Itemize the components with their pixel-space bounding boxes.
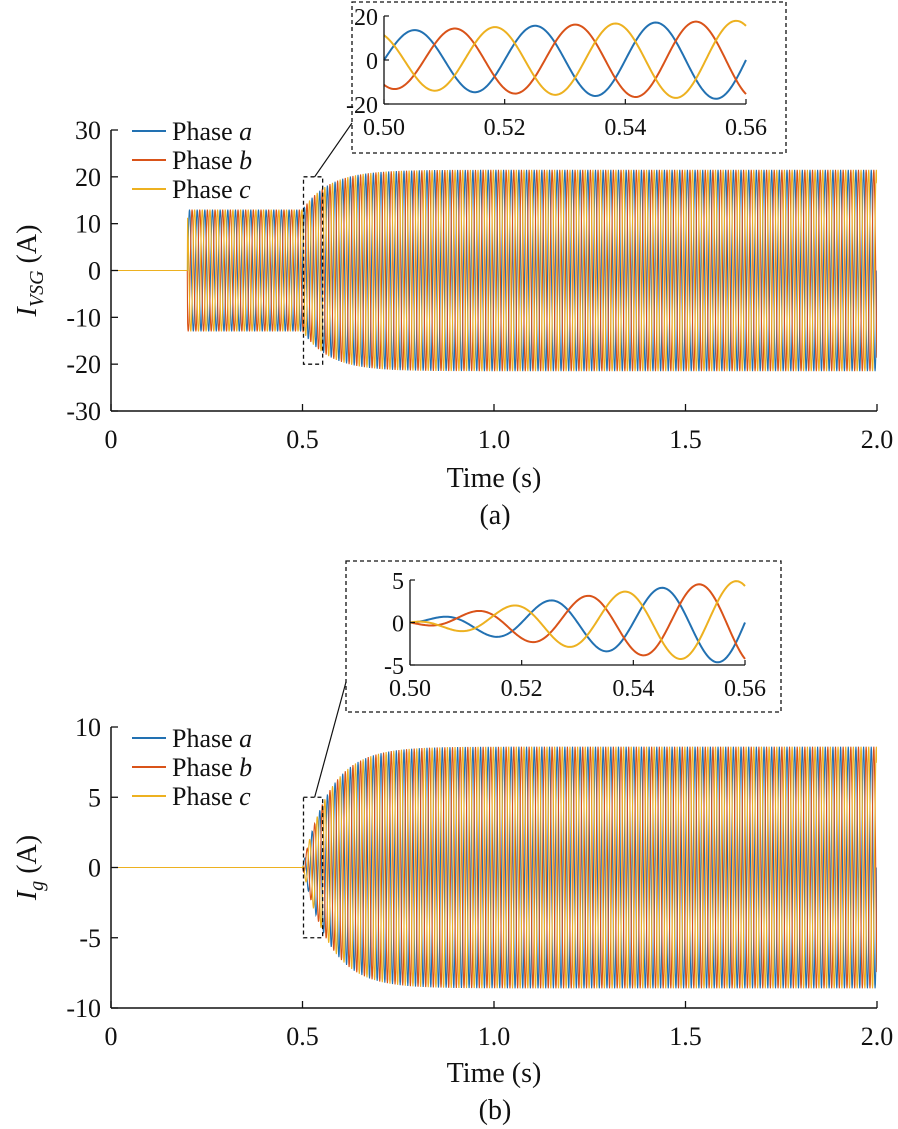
y-axis-label-symbol: I — [12, 889, 43, 901]
x-axis-label: Time (s) — [447, 463, 542, 494]
legend-label: Phase b — [172, 146, 252, 175]
x-tick-label: 0.5 — [286, 1022, 319, 1051]
series-line-phase-c — [111, 169, 877, 372]
legend-label: Phase c — [172, 782, 251, 811]
legend-label-prefix: Phase — [172, 724, 239, 753]
inset-series-line-phase-b — [409, 583, 746, 660]
legend-label-prefix: Phase — [172, 782, 239, 811]
inset-series-line-phase-c — [383, 19, 747, 99]
zoom-window-box — [302, 176, 324, 365]
inset-x-tick-label: 0.50 — [389, 676, 431, 702]
y-axis-label-unit: (A) — [12, 225, 43, 271]
inset-y-tick-label: 5 — [392, 569, 404, 595]
inset-y-tick-label: 0 — [366, 49, 378, 75]
x-tick-label: 1.5 — [669, 425, 702, 454]
inset-x-tick-label: 0.56 — [724, 676, 766, 702]
legend-label-var: a — [239, 724, 252, 753]
legend-label-var: b — [239, 146, 252, 175]
y-tick-label: -10 — [66, 994, 101, 1023]
legend-label: Phase a — [172, 117, 252, 146]
inset-x-tick-label: 0.54 — [612, 676, 654, 702]
inset-y-tick-label: 20 — [354, 5, 378, 31]
y-axis-label-symbol: I — [12, 305, 43, 317]
legend-label-var: a — [239, 117, 252, 146]
y-tick-label: -10 — [66, 303, 101, 332]
y-axis-label-subscript: VSG — [26, 270, 48, 307]
inset-series-line-phase-c — [409, 580, 746, 660]
x-tick-label: 1.0 — [478, 425, 511, 454]
inset-plot: 0.50 0.52 0.54 0.56 20 0 -20 — [346, 5, 767, 141]
series-line-phase-b — [111, 169, 877, 372]
inset-series-line-phase-a — [409, 586, 746, 664]
x-tick-label: 0.5 — [286, 425, 319, 454]
y-tick-label: 5 — [88, 783, 101, 812]
x-axis-label: Time (s) — [447, 1058, 542, 1089]
panel-label: (a) — [479, 500, 510, 531]
trace-group — [111, 169, 877, 372]
inset-x-tick-label: 0.56 — [725, 115, 767, 141]
inset-connector — [314, 681, 347, 798]
legend-label: Phase b — [172, 753, 252, 782]
inset-x-tick-label: 0.54 — [604, 115, 646, 141]
legend-label-prefix: Phase — [172, 753, 239, 782]
inset-plot: 0.50 0.52 0.54 0.56 5 0 -5 — [384, 569, 766, 702]
legend-label: Phase a — [172, 724, 252, 753]
series-line-phase-a — [111, 169, 877, 372]
inset-y-tick-label: 0 — [392, 612, 404, 638]
series-line-phase-c — [111, 746, 877, 989]
inset-x-tick-label: 0.52 — [501, 676, 543, 702]
inset-x-tick-label: 0.52 — [484, 115, 526, 141]
zoom-window-box — [302, 796, 324, 939]
trace-group — [111, 746, 877, 989]
inset-x-tick-label: 0.50 — [363, 115, 405, 141]
legend-label-prefix: Phase — [172, 117, 239, 146]
legend-label-prefix: Phase — [172, 175, 239, 204]
x-tick-label: 0 — [105, 425, 118, 454]
y-tick-label: 10 — [75, 713, 101, 742]
legend-label-var: b — [239, 753, 252, 782]
legend-label-prefix: Phase — [172, 146, 239, 175]
y-tick-label: 20 — [75, 163, 101, 192]
y-tick-label: -30 — [66, 397, 101, 426]
y-axis-label: IVSG (A) — [12, 225, 48, 318]
inset-connector — [314, 122, 353, 178]
y-tick-label: 10 — [75, 210, 101, 239]
x-tick-label: 0 — [105, 1022, 118, 1051]
chart-panel-a: 0 0.5 1.0 1.5 2.0 30 20 10 0 -10 -20 -30 Time (s) IVS… — [12, 1, 894, 531]
y-tick-label: -20 — [66, 350, 101, 379]
y-axis-label-unit: (A) — [12, 835, 43, 881]
legend-label-var: c — [239, 782, 251, 811]
x-tick-label: 1.0 — [478, 1022, 511, 1051]
x-tick-label: 2.0 — [861, 1022, 894, 1051]
y-tick-label: 0 — [88, 257, 101, 286]
inset-y-tick-label: -20 — [346, 93, 378, 119]
y-tick-label: 30 — [75, 116, 101, 145]
panel-label: (b) — [479, 1095, 512, 1126]
y-tick-label: 0 — [88, 854, 101, 883]
inset-y-tick-label: -5 — [384, 654, 404, 680]
legend-label-var: c — [239, 175, 251, 204]
chart-panel-b: 0 0.5 1.0 1.5 2.0 10 5 0 -5 -10 Time (s) Ig (A) (b) P… — [12, 560, 894, 1126]
y-axis-label-subscript: g — [26, 881, 48, 891]
inset-series-line-phase-a — [383, 21, 747, 100]
y-axis-label: Ig (A) — [12, 835, 48, 901]
x-tick-label: 2.0 — [861, 425, 894, 454]
x-tick-label: 1.5 — [669, 1022, 702, 1051]
inset-series-line-phase-b — [383, 20, 747, 98]
legend-label: Phase c — [172, 175, 251, 204]
y-tick-label: -5 — [79, 924, 101, 953]
inset-frame — [345, 560, 782, 713]
